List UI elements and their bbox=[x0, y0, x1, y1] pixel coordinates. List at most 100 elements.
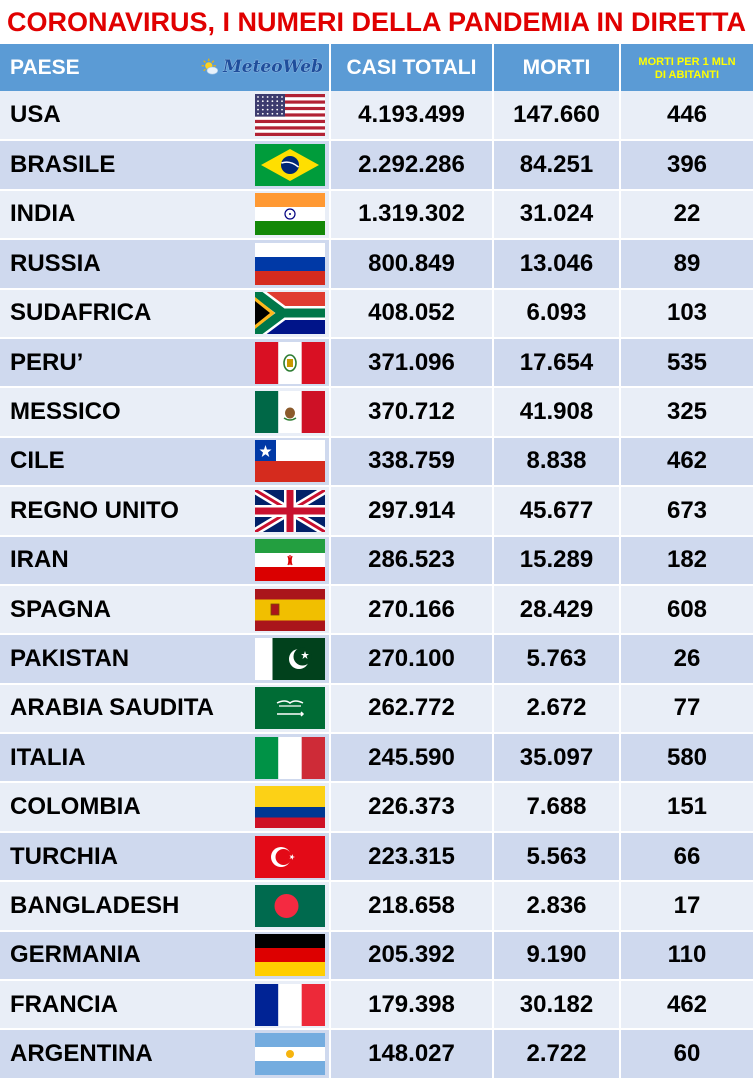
country-name: SPAGNA bbox=[10, 595, 111, 623]
table-row: BRASILE 2.292.286 84.251 396 bbox=[0, 140, 753, 191]
table-row: GERMANIA 205.392 9.190 110 bbox=[0, 930, 753, 982]
deaths-cell: 13.046 bbox=[493, 239, 621, 290]
deaths-per-million-cell: 535 bbox=[620, 337, 753, 389]
cases-cell: 297.914 bbox=[330, 486, 494, 537]
country-name: SUDAFRICA bbox=[10, 299, 152, 327]
deaths-per-million-cell: 89 bbox=[620, 239, 753, 290]
deaths-cell: 8.838 bbox=[493, 436, 621, 488]
country-name: ITALIA bbox=[10, 743, 86, 771]
table-row: CILE 338.759 8.838 462 bbox=[0, 436, 753, 488]
argentina-flag-icon bbox=[255, 1033, 325, 1076]
country-name: PERU’ bbox=[10, 348, 84, 376]
deaths-per-million-cell: 396 bbox=[620, 140, 753, 191]
table-row: INDIA 1.319.302 31.024 22 bbox=[0, 189, 753, 241]
country-name: ARGENTINA bbox=[10, 1040, 153, 1068]
deaths-per-million-cell: 608 bbox=[620, 584, 753, 636]
deaths-cell: 2.672 bbox=[493, 683, 621, 735]
country-cell: TURCHIA bbox=[0, 831, 331, 883]
cases-cell: 148.027 bbox=[330, 1029, 494, 1080]
deaths-per-million-cell: 151 bbox=[620, 782, 753, 833]
deaths-cell: 6.093 bbox=[493, 288, 621, 339]
table-row: ITALIA 245.590 35.097 580 bbox=[0, 733, 753, 784]
deaths-cell: 2.836 bbox=[493, 881, 621, 932]
country-cell: ARGENTINA bbox=[0, 1029, 331, 1080]
deaths-cell: 5.563 bbox=[493, 831, 621, 883]
table-row: PERU’ 371.096 17.654 535 bbox=[0, 337, 753, 389]
table-row: SUDAFRICA 408.052 6.093 103 bbox=[0, 288, 753, 339]
deaths-cell: 17.654 bbox=[493, 337, 621, 389]
country-column-header: PAESE MeteoWeb bbox=[0, 44, 331, 91]
deaths-per-million-cell: 462 bbox=[620, 980, 753, 1031]
cases-cell: 338.759 bbox=[330, 436, 494, 488]
deaths-per-million-cell: 66 bbox=[620, 831, 753, 883]
saudi-arabia-flag-icon bbox=[255, 687, 325, 730]
cases-cell: 371.096 bbox=[330, 337, 494, 389]
country-cell: ITALIA bbox=[0, 733, 331, 784]
country-name: USA bbox=[10, 101, 61, 129]
cases-cell: 245.590 bbox=[330, 733, 494, 784]
country-cell: PERU’ bbox=[0, 337, 331, 389]
peru-flag-icon bbox=[255, 341, 325, 384]
deaths-per-million-cell: 325 bbox=[620, 387, 753, 438]
country-cell: SUDAFRICA bbox=[0, 288, 331, 339]
cases-cell: 1.319.302 bbox=[330, 189, 494, 241]
permil-header-line1: MORTI PER 1 MLN bbox=[638, 55, 736, 68]
table-row: USA 4.193.499 147.660 446 bbox=[0, 91, 753, 142]
deaths-per-million-cell: 673 bbox=[620, 486, 753, 537]
country-name: RUSSIA bbox=[10, 249, 101, 277]
deaths-cell: 31.024 bbox=[493, 189, 621, 241]
deaths-cell: 30.182 bbox=[493, 980, 621, 1031]
cases-cell: 223.315 bbox=[330, 831, 494, 883]
cases-cell: 179.398 bbox=[330, 980, 494, 1031]
country-name: MESSICO bbox=[10, 398, 121, 426]
france-flag-icon bbox=[255, 983, 325, 1026]
deaths-cell: 35.097 bbox=[493, 733, 621, 784]
cases-cell: 2.292.286 bbox=[330, 140, 494, 191]
turkey-flag-icon bbox=[255, 835, 325, 878]
logo-text: MeteoWeb bbox=[222, 57, 323, 77]
deaths-per-million-cell: 17 bbox=[620, 881, 753, 932]
country-cell: ARABIA SAUDITA bbox=[0, 683, 331, 735]
deaths-cell: 2.722 bbox=[493, 1029, 621, 1080]
brazil-flag-icon bbox=[255, 144, 325, 187]
table-row: PAKISTAN 270.100 5.763 26 bbox=[0, 634, 753, 685]
country-name: PAKISTAN bbox=[10, 644, 130, 672]
deaths-per-million-cell: 182 bbox=[620, 535, 753, 586]
table-row: TURCHIA 223.315 5.563 66 bbox=[0, 831, 753, 883]
cases-cell: 226.373 bbox=[330, 782, 494, 833]
cases-cell: 4.193.499 bbox=[330, 91, 494, 142]
country-cell: GERMANIA bbox=[0, 930, 331, 982]
table-row: RUSSIA 800.849 13.046 89 bbox=[0, 239, 753, 290]
country-name: IRAN bbox=[10, 546, 69, 574]
country-name: BRASILE bbox=[10, 151, 116, 179]
deaths-cell: 7.688 bbox=[493, 782, 621, 833]
deaths-per-million-cell: 77 bbox=[620, 683, 753, 735]
table-row: REGNO UNITO 297.914 45.677 673 bbox=[0, 486, 753, 537]
country-name: COLOMBIA bbox=[10, 793, 141, 821]
deaths-cell: 15.289 bbox=[493, 535, 621, 586]
cases-cell: 270.100 bbox=[330, 634, 494, 685]
india-flag-icon bbox=[255, 193, 325, 236]
country-header-label: PAESE bbox=[10, 55, 80, 79]
country-cell: IRAN bbox=[0, 535, 331, 586]
deaths-column-header: MORTI bbox=[493, 44, 621, 91]
country-name: GERMANIA bbox=[10, 941, 141, 969]
cases-cell: 286.523 bbox=[330, 535, 494, 586]
country-cell: COLOMBIA bbox=[0, 782, 331, 833]
deaths-per-million-cell: 462 bbox=[620, 436, 753, 488]
permil-header-line2: DI ABITANTI bbox=[654, 68, 720, 81]
uk-flag-icon bbox=[255, 489, 325, 532]
deaths-per-million-cell: 22 bbox=[620, 189, 753, 241]
deaths-per-million-cell: 580 bbox=[620, 733, 753, 784]
mexico-flag-icon bbox=[255, 391, 325, 434]
deaths-per-million-cell: 26 bbox=[620, 634, 753, 685]
cases-cell: 270.166 bbox=[330, 584, 494, 636]
table-row: IRAN 286.523 15.289 182 bbox=[0, 535, 753, 586]
usa-flag-icon bbox=[255, 94, 325, 137]
deaths-cell: 84.251 bbox=[493, 140, 621, 191]
south-africa-flag-icon bbox=[255, 292, 325, 335]
table-row: SPAGNA 270.166 28.429 608 bbox=[0, 584, 753, 636]
country-name: INDIA bbox=[10, 200, 76, 228]
deaths-cell: 147.660 bbox=[493, 91, 621, 142]
iran-flag-icon bbox=[255, 539, 325, 582]
